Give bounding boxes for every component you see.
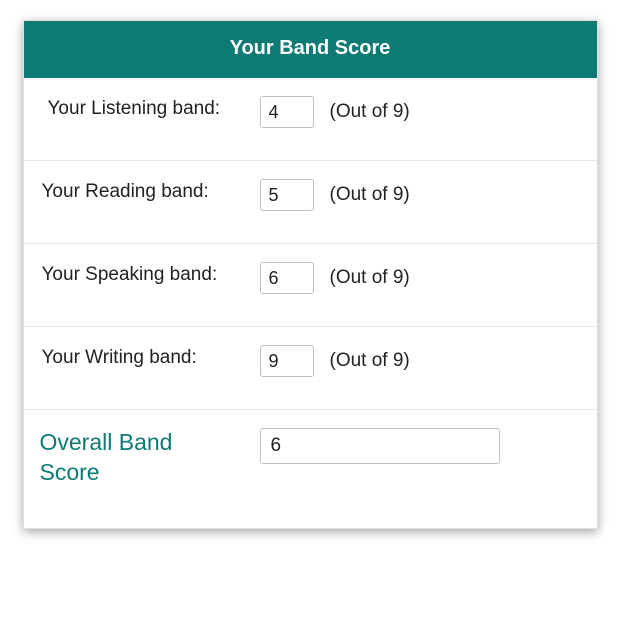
reading-input[interactable] — [260, 179, 314, 211]
writing-row: Your Writing band: (Out of 9) — [24, 327, 597, 410]
reading-row: Your Reading band: (Out of 9) — [24, 161, 597, 244]
speaking-hint: (Out of 9) — [330, 262, 410, 294]
listening-row: Your Listening band: (Out of 9) — [24, 78, 597, 161]
card-header: Your Band Score — [24, 21, 597, 78]
overall-label: Overall Band Score — [38, 428, 238, 488]
overall-input[interactable] — [260, 428, 500, 464]
listening-hint: (Out of 9) — [330, 96, 410, 128]
writing-label: Your Writing band: — [38, 345, 238, 371]
writing-hint: (Out of 9) — [330, 345, 410, 377]
speaking-input[interactable] — [260, 262, 314, 294]
speaking-row: Your Speaking band: (Out of 9) — [24, 244, 597, 327]
band-score-card: Your Band Score Your Listening band: (Ou… — [23, 20, 598, 529]
speaking-label: Your Speaking band: — [38, 262, 238, 288]
overall-row: Overall Band Score — [24, 410, 597, 528]
reading-hint: (Out of 9) — [330, 179, 410, 211]
reading-label: Your Reading band: — [38, 179, 238, 205]
writing-input[interactable] — [260, 345, 314, 377]
listening-label: Your Listening band: — [38, 96, 238, 122]
card-title: Your Band Score — [230, 37, 391, 59]
listening-input[interactable] — [260, 96, 314, 128]
